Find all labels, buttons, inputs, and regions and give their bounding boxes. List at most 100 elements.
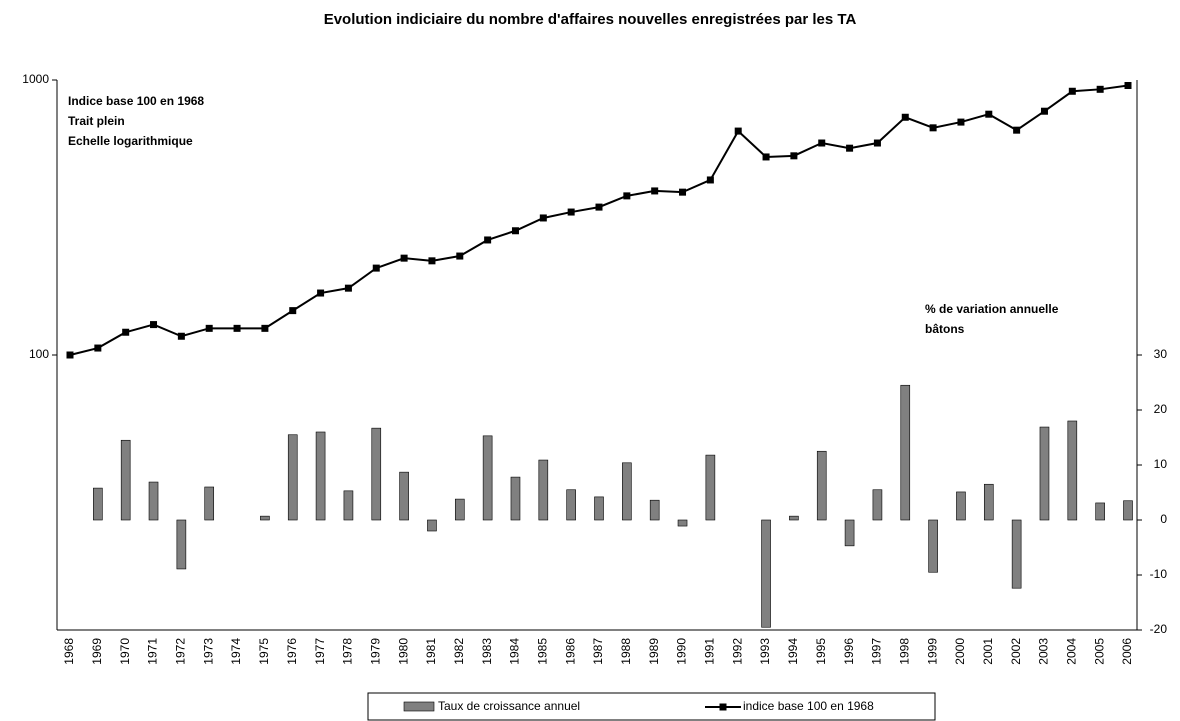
marker — [595, 203, 603, 211]
x-tick-label: 1980 — [396, 638, 410, 665]
marker — [651, 187, 659, 195]
marker — [567, 208, 575, 216]
bar — [622, 462, 632, 521]
legend-swatch — [403, 701, 435, 712]
x-tick-label: 2005 — [1092, 638, 1106, 665]
bar — [1095, 502, 1105, 521]
marker — [1013, 126, 1021, 134]
bar — [872, 489, 883, 521]
marker — [484, 236, 492, 244]
x-tick-label: 1969 — [90, 638, 104, 665]
marker — [122, 328, 130, 336]
x-tick-label: 1994 — [786, 638, 800, 665]
x-tick-label: 1971 — [146, 638, 160, 665]
marker — [901, 113, 909, 121]
marker — [790, 152, 798, 160]
x-tick-label: 1988 — [619, 638, 633, 665]
bar — [482, 435, 493, 521]
x-tick-label: 2003 — [1037, 638, 1051, 665]
bar — [315, 431, 326, 521]
bar — [983, 483, 994, 521]
marker — [233, 324, 241, 332]
annotation: % de variation annuelle — [925, 302, 1059, 316]
x-tick-label: 1998 — [897, 638, 911, 665]
y2-tick-label: 0 — [1160, 512, 1167, 526]
marker — [1040, 107, 1048, 115]
y2-tick-label: -10 — [1150, 567, 1168, 581]
x-tick-label: 1984 — [508, 638, 522, 665]
marker — [1096, 85, 1104, 93]
marker — [150, 321, 158, 329]
bar — [287, 434, 298, 521]
bar — [1067, 420, 1078, 521]
bar — [1123, 500, 1133, 521]
bar — [93, 487, 103, 521]
bar — [510, 476, 521, 521]
x-tick-label: 1987 — [591, 638, 605, 665]
legend-swatch — [719, 703, 727, 711]
x-tick-label: 1974 — [229, 638, 243, 665]
marker — [1068, 87, 1076, 95]
y2-tick-label: 20 — [1154, 402, 1168, 416]
marker — [289, 307, 297, 315]
bar — [594, 496, 604, 521]
bar — [844, 519, 855, 547]
x-tick-label: 1985 — [535, 638, 549, 665]
marker — [985, 110, 993, 118]
chart-title: Evolution indiciaire du nombre d'affaire… — [324, 11, 857, 28]
bar — [1039, 426, 1050, 521]
x-tick-label: 1997 — [870, 638, 884, 665]
bar — [343, 490, 354, 521]
marker — [679, 188, 687, 196]
legend — [367, 692, 936, 721]
marker — [957, 118, 965, 126]
marker — [873, 139, 881, 147]
bar — [176, 519, 187, 570]
y2-tick-label: 10 — [1154, 457, 1168, 471]
marker — [846, 144, 854, 152]
bar — [454, 498, 465, 521]
y-tick-label: 100 — [29, 347, 49, 361]
marker — [511, 227, 519, 235]
annotation: bâtons — [925, 322, 965, 336]
x-tick-label: 2004 — [1064, 638, 1078, 665]
y2-tick-label: -20 — [1150, 622, 1168, 636]
plot-area — [57, 80, 1137, 630]
marker — [734, 127, 742, 135]
x-tick-label: 1990 — [675, 638, 689, 665]
x-tick-label: 1992 — [730, 638, 744, 665]
marker — [539, 214, 547, 222]
marker — [1124, 81, 1132, 89]
x-tick-label: 1999 — [925, 638, 939, 665]
x-tick-label: 1977 — [313, 638, 327, 665]
marker — [762, 153, 770, 161]
annotation: Trait plein — [68, 114, 125, 128]
bar — [649, 499, 660, 521]
marker — [66, 351, 74, 359]
bar — [761, 519, 771, 628]
marker — [372, 264, 380, 272]
bar — [538, 459, 549, 521]
bar — [705, 454, 716, 521]
y2-tick-label: 30 — [1154, 347, 1168, 361]
bar — [260, 515, 270, 521]
x-tick-label: 1996 — [842, 638, 856, 665]
x-tick-label: 1979 — [368, 638, 382, 665]
bar — [427, 519, 437, 532]
x-tick-label: 1982 — [452, 638, 466, 665]
marker — [261, 324, 269, 332]
marker — [456, 252, 464, 260]
marker — [929, 124, 937, 132]
marker — [94, 344, 102, 352]
x-tick-label: 1986 — [563, 638, 577, 665]
bar — [399, 471, 409, 521]
bar — [148, 481, 159, 521]
bar — [956, 491, 966, 521]
x-tick-label: 1975 — [257, 638, 271, 665]
marker — [428, 257, 436, 265]
x-tick-label: 1972 — [174, 638, 188, 665]
legend-label: Taux de croissance annuel — [438, 699, 580, 713]
marker — [400, 254, 408, 262]
bar — [120, 439, 131, 521]
